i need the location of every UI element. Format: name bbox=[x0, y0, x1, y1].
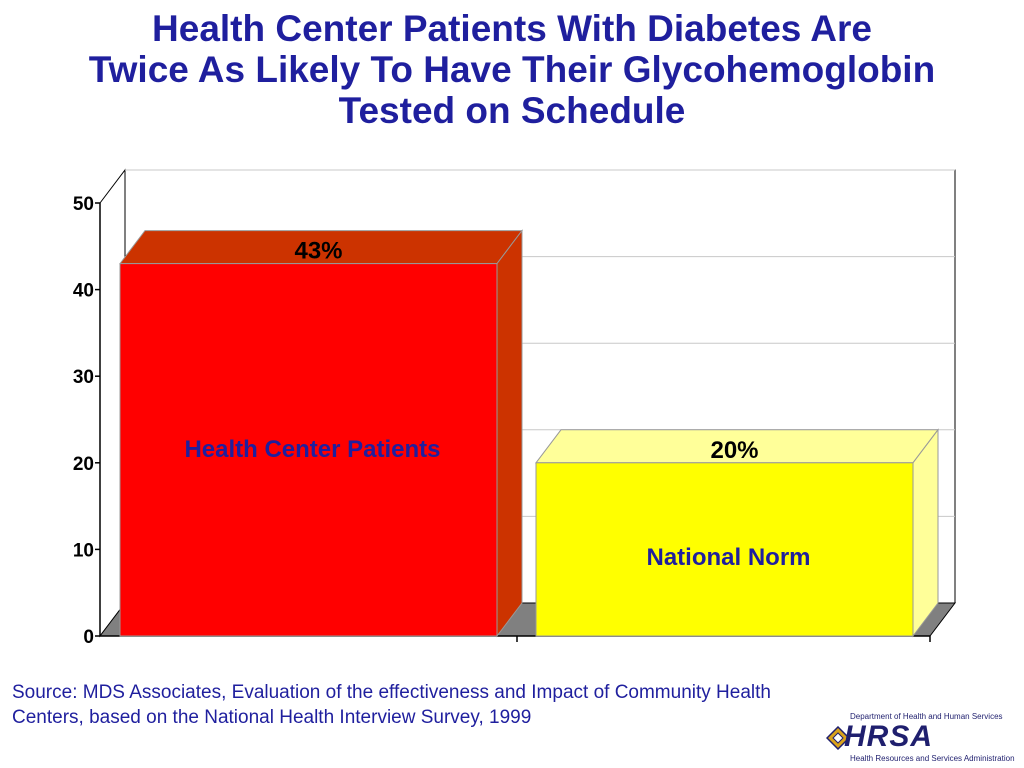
y-tick-label: 0 bbox=[83, 627, 94, 648]
bar-side bbox=[496, 229, 523, 638]
y-tick-label: 10 bbox=[73, 540, 94, 561]
data-label: 43% bbox=[294, 238, 342, 265]
y-tick-label: 30 bbox=[73, 367, 94, 388]
bar bbox=[535, 462, 914, 637]
y-tick-label: 20 bbox=[73, 454, 94, 475]
logo-agency-text: Health Resources and Services Administra… bbox=[850, 754, 1015, 763]
chart-title-line-2: Twice As Likely To Have Their Glycohemog… bbox=[88, 49, 936, 90]
chart-title-line-3: Tested on Schedule bbox=[338, 90, 686, 131]
source-note: Source: MDS Associates, Evaluation of th… bbox=[12, 682, 771, 728]
category-label: National Norm bbox=[646, 544, 810, 571]
bar bbox=[119, 263, 498, 637]
bar-side bbox=[912, 428, 939, 638]
logo-wordmark: HRSA bbox=[844, 720, 934, 753]
hrsa-logo: Department of Health and Human Services … bbox=[826, 712, 1016, 764]
chart-title-line-1: Health Center Patients With Diabetes Are bbox=[152, 8, 872, 49]
y-tick-label: 50 bbox=[73, 194, 94, 215]
hrsa-emblem-icon bbox=[826, 726, 850, 750]
data-label: 20% bbox=[710, 437, 758, 464]
y-tick-label: 40 bbox=[73, 281, 94, 302]
logo-department-text: Department of Health and Human Services bbox=[850, 712, 1003, 721]
chart-title: Health Center Patients With Diabetes Are… bbox=[0, 8, 1024, 131]
category-label: Health Center Patients bbox=[184, 436, 440, 463]
